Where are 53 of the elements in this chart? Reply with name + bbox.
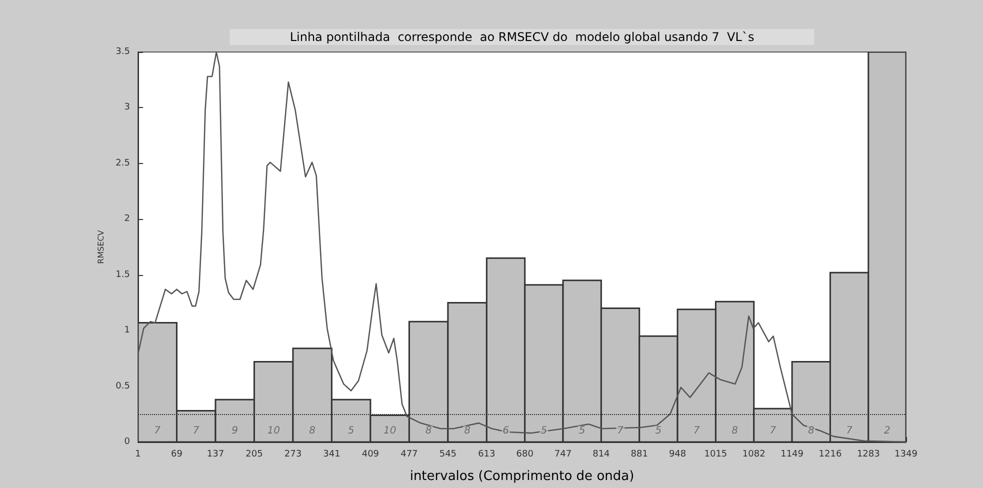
annotation: 9	[232, 425, 238, 436]
line-series	[137, 51, 907, 443]
annotation: 5	[655, 425, 662, 436]
y-tick-label: 2	[124, 214, 130, 224]
x-tick-label: 1	[135, 450, 141, 460]
annotation: 7	[154, 425, 162, 436]
y-tick-label: 2.5	[116, 158, 130, 168]
annotation: 7	[846, 425, 854, 436]
x-tick-label: 680	[516, 450, 534, 460]
annotation: 7	[192, 425, 200, 436]
x-tick-label: 341	[323, 450, 340, 460]
annotation: 8	[425, 425, 432, 436]
y-tick-label: 3.5	[116, 47, 130, 57]
x-tick-label: 273	[284, 450, 302, 460]
y-tick-label: 1	[124, 326, 130, 336]
x-tick-label: 1082	[742, 450, 766, 460]
y-axis-title: RMSECV	[96, 230, 106, 264]
y-tick-label: 0.5	[116, 381, 130, 392]
y-tick-label: 0	[124, 437, 130, 447]
x-tick-label: 69	[171, 450, 183, 460]
x-tick-label: 409	[362, 450, 380, 460]
x-tick-label: 881	[630, 450, 648, 460]
annotation: 7	[693, 425, 700, 436]
annotation: 10	[383, 425, 396, 436]
x-tick-label: 1216	[818, 450, 842, 460]
x-tick-label: 545	[439, 450, 457, 460]
annotation: 5	[348, 425, 354, 436]
annotation: 5	[540, 425, 548, 436]
annotation: 2	[884, 425, 890, 436]
x-tick-label: 1283	[856, 450, 880, 460]
annotation: 8	[309, 425, 316, 436]
annotation: 10	[267, 425, 280, 436]
annotation: 7	[770, 425, 777, 436]
chart-title: Linha pontilhada corresponde ao RMSECV do modelo global usando 7 VL`s	[290, 30, 754, 44]
y-tick-label: 3	[124, 102, 130, 113]
x-tick-label: 137	[206, 450, 224, 460]
x-tick-label: 747	[554, 450, 572, 460]
x-tick-label: 613	[478, 450, 496, 460]
annotation: 8	[464, 425, 470, 436]
x-axis-title: intervalos (Comprimento de onda)	[410, 469, 634, 484]
annotation: 8	[808, 425, 814, 436]
x-tick-label: 1149	[780, 450, 804, 460]
x-tick-label: 814	[592, 450, 610, 460]
x-tick-label: 1349	[894, 450, 918, 460]
x-tick-label: 1015	[704, 450, 728, 460]
x-tick-label: 948	[668, 450, 686, 460]
x-tick-label: 477	[400, 450, 418, 460]
y-tick-label: 1.5	[116, 270, 130, 280]
annotation: 8	[732, 425, 738, 436]
annotation: 5	[578, 425, 586, 436]
x-tick-label: 205	[246, 450, 263, 460]
annotation: 6	[502, 425, 509, 436]
annotation: 7	[617, 425, 624, 436]
